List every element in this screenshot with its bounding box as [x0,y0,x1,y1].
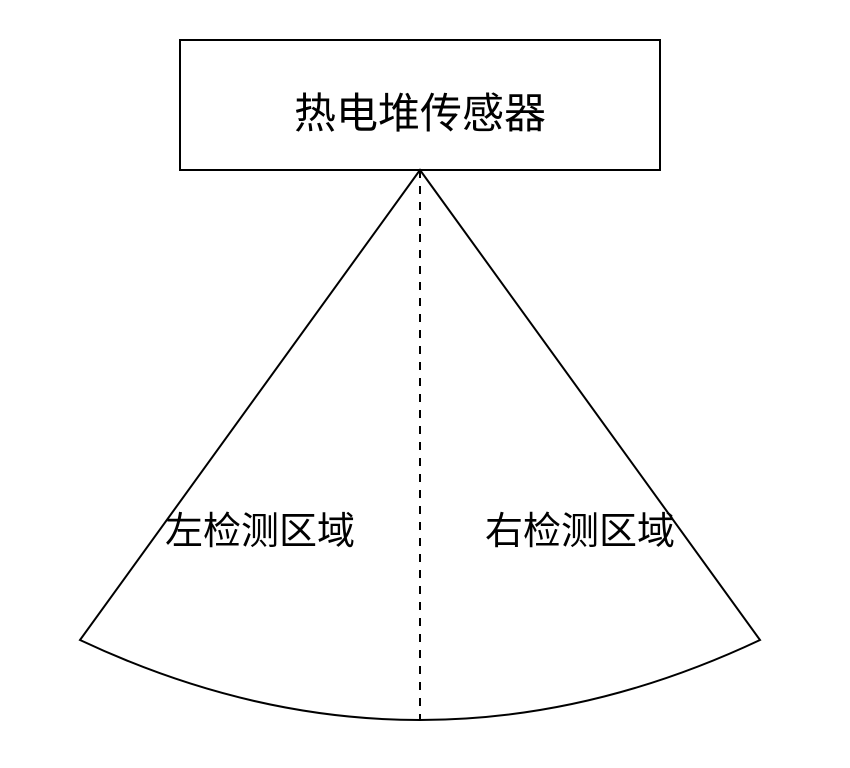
diagram-canvas: 热电堆传感器 左检测区域 右检测区域 [0,0,850,768]
right-region-label: 右检测区域 [440,500,720,555]
sensor-label: 热电堆传感器 [180,80,660,141]
left-region-label: 左检测区域 [120,500,400,555]
